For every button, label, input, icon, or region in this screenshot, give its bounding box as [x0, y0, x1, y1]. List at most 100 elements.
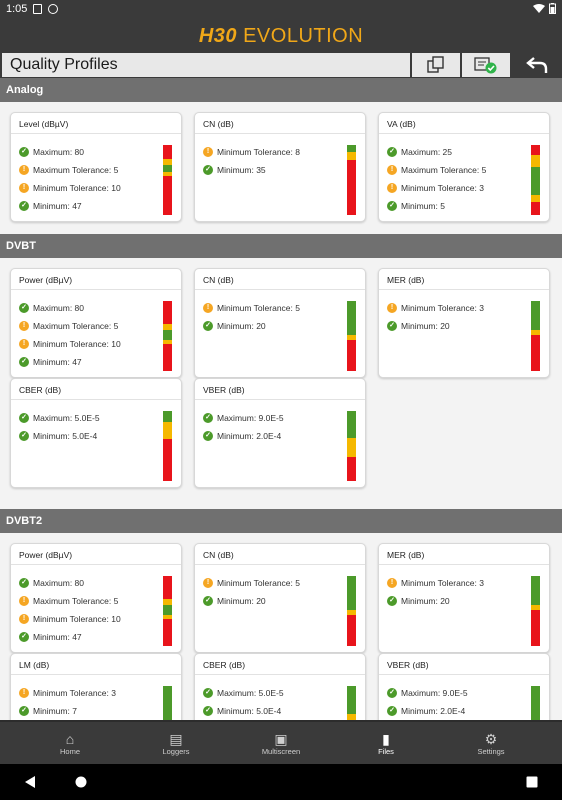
- nav-home[interactable]: ⌂ Home: [14, 722, 126, 764]
- bar-segment-green: [163, 329, 172, 341]
- bar-segment-yellow: [163, 159, 172, 166]
- threshold-row: ✓ Minimum: 47: [19, 199, 82, 213]
- card-divider: [11, 399, 181, 400]
- threshold-text: Minimum: 20: [217, 321, 266, 331]
- threshold-row: ! Minimum Tolerance: 3: [387, 301, 484, 315]
- card-title: VBER (dB): [387, 660, 429, 670]
- battery-icon: [549, 3, 556, 14]
- profile-card[interactable]: CN (dB)! Minimum Tolerance: 5 ✓ Minimum: 20: [194, 543, 366, 653]
- threshold-text: Minimum Tolerance: 10: [33, 183, 121, 193]
- threshold-text: Minimum: 2.0E-4: [217, 431, 282, 441]
- tolerance-bar: [347, 145, 356, 215]
- bar-segment-yellow: [531, 194, 540, 202]
- bar-segment-yellow: [347, 152, 356, 161]
- home-circle-icon[interactable]: [75, 776, 87, 788]
- bar-segment-yellow: [347, 437, 356, 458]
- bar-segment-red: [347, 457, 356, 481]
- check-icon: ✓: [203, 706, 213, 716]
- warning-icon: !: [19, 596, 29, 606]
- threshold-text: Minimum Tolerance: 3: [401, 303, 484, 313]
- threshold-text: Minimum Tolerance: 3: [401, 183, 484, 193]
- threshold-row: ✓ Maximum: 5.0E-5: [203, 686, 284, 700]
- bar-segment-green: [531, 576, 540, 606]
- bar-segment-red: [347, 160, 356, 215]
- threshold-row: ! Minimum Tolerance: 5: [203, 301, 300, 315]
- bar-segment-yellow: [163, 615, 172, 620]
- profile-card[interactable]: LM (dB)! Minimum Tolerance: 3 ✓ Minimum: 7: [10, 653, 182, 720]
- threshold-row: ! Minimum Tolerance: 3: [387, 181, 484, 195]
- threshold-text: Minimum Tolerance: 10: [33, 339, 121, 349]
- tolerance-bar: [347, 686, 356, 720]
- threshold-text: Maximum Tolerance: 5: [33, 596, 119, 606]
- apply-profile-button[interactable]: [462, 53, 510, 77]
- threshold-text: Maximum: 5.0E-5: [217, 688, 284, 698]
- nav-settings[interactable]: ⚙ Settings: [435, 722, 547, 764]
- warning-icon: !: [203, 147, 213, 157]
- profile-card[interactable]: MER (dB)! Minimum Tolerance: 3 ✓ Minimum: 2…: [378, 543, 550, 653]
- threshold-text: Minimum Tolerance: 8: [217, 147, 300, 157]
- card-title: CN (dB): [203, 275, 234, 285]
- profile-card[interactable]: VA (dB) ✓ Maximum: 25! Maximum Tolerance: 5…: [378, 112, 550, 222]
- check-icon: ✓: [19, 578, 29, 588]
- profile-card[interactable]: Power (dBµV) ✓ Maximum: 80! Maximum Toleran…: [10, 543, 182, 653]
- threshold-row: ✓ Minimum: 47: [19, 630, 82, 644]
- bar-segment-green: [347, 576, 356, 610]
- bottom-navigation: ⌂ Home ▤ Loggers ▣ Multiscreen ▮ Files ⚙…: [0, 722, 562, 764]
- bar-segment-yellow: [163, 340, 172, 345]
- profile-card[interactable]: VBER (dB) ✓ Maximum: 9.0E-5 ✓ Minimum: 2.0E-…: [378, 653, 550, 720]
- profile-card[interactable]: CBER (dB) ✓ Maximum: 5.0E-5 ✓ Minimum: 5.0E-…: [10, 378, 182, 488]
- check-icon: ✓: [19, 147, 29, 157]
- bar-segment-green: [163, 604, 172, 616]
- bar-segment-yellow: [531, 330, 540, 335]
- bar-segment-red: [347, 340, 356, 371]
- threshold-text: Maximum: 9.0E-5: [401, 688, 468, 698]
- system-navigation: [0, 764, 562, 800]
- warning-icon: !: [19, 183, 29, 193]
- threshold-row: ✓ Minimum: 20: [387, 594, 450, 608]
- threshold-text: Minimum: 35: [217, 165, 266, 175]
- card-title: VBER (dB): [203, 385, 245, 395]
- profile-card[interactable]: MER (dB)! Minimum Tolerance: 3 ✓ Minimum: 2…: [378, 268, 550, 378]
- bar-segment-green: [347, 411, 356, 438]
- status-time: 1:05: [6, 3, 28, 15]
- profile-card[interactable]: CBER (dB) ✓ Maximum: 5.0E-5 ✓ Minimum: 5.0E-…: [194, 653, 366, 720]
- recents-square-icon[interactable]: [526, 776, 538, 788]
- bar-segment-red: [531, 145, 540, 155]
- threshold-row: ✓ Minimum: 2.0E-4: [203, 429, 281, 443]
- card-divider: [195, 399, 365, 400]
- back-triangle-icon[interactable]: [24, 776, 36, 788]
- back-button[interactable]: [512, 53, 562, 77]
- bar-segment-red: [163, 438, 172, 481]
- nav-multiscreen[interactable]: ▣ Multiscreen: [225, 722, 337, 764]
- threshold-row: ✓ Maximum: 80: [19, 301, 84, 315]
- nav-loggers[interactable]: ▤ Loggers: [120, 722, 232, 764]
- threshold-text: Maximum Tolerance: 5: [33, 321, 119, 331]
- profile-card[interactable]: CN (dB)! Minimum Tolerance: 8 ✓ Minimum: 35: [194, 112, 366, 222]
- card-divider: [379, 564, 549, 565]
- tolerance-bar: [163, 686, 172, 720]
- profile-card[interactable]: Level (dBµV) ✓ Maximum: 80! Maximum Toleran…: [10, 112, 182, 222]
- threshold-row: ! Maximum Tolerance: 5: [19, 163, 118, 177]
- bar-segment-red: [163, 576, 172, 600]
- bar-segment-yellow: [163, 172, 172, 177]
- threshold-row: ✓ Maximum: 9.0E-5: [203, 411, 284, 425]
- check-icon: ✓: [203, 413, 213, 423]
- profile-card[interactable]: CN (dB)! Minimum Tolerance: 5 ✓ Minimum: 20: [194, 268, 366, 378]
- bar-segment-green: [163, 165, 172, 173]
- warning-icon: !: [387, 165, 397, 175]
- bar-segment-yellow: [531, 154, 540, 167]
- warning-icon: !: [203, 303, 213, 313]
- clone-button[interactable]: [412, 53, 460, 77]
- card-divider: [11, 289, 181, 290]
- bar-segment-yellow: [163, 599, 172, 605]
- check-icon: ✓: [203, 431, 213, 441]
- bar-segment-yellow: [163, 324, 172, 330]
- nav-files[interactable]: ▮ Files: [330, 722, 442, 764]
- profile-card[interactable]: Power (dBµV) ✓ Maximum: 80! Maximum Toleran…: [10, 268, 182, 378]
- check-icon: ✓: [19, 303, 29, 313]
- threshold-row: ✓ Minimum: 20: [387, 319, 450, 333]
- tolerance-bar: [531, 145, 540, 215]
- card-divider: [195, 133, 365, 134]
- nav-label: Multiscreen: [261, 746, 301, 756]
- profile-card[interactable]: VBER (dB) ✓ Maximum: 9.0E-5 ✓ Minimum: 2.0E-…: [194, 378, 366, 488]
